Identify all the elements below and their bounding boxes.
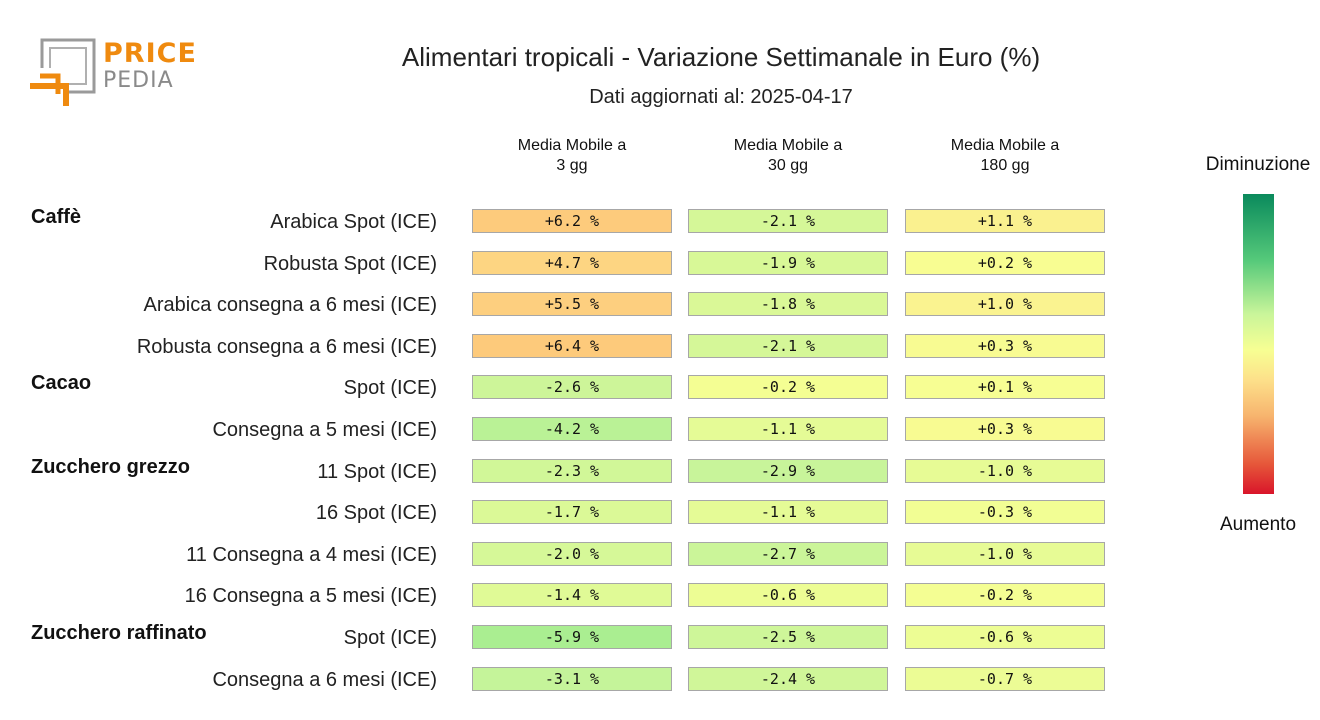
heatmap-cell: -1.7 % — [472, 500, 672, 525]
heatmap-cell: -2.1 % — [688, 209, 888, 233]
group-label: Cacao — [31, 372, 92, 395]
heatmap-cell: -0.7 % — [905, 666, 1105, 691]
logo-text-pedia: PEDIA — [103, 68, 174, 93]
heatmap-cell: +5.5 % — [472, 292, 672, 317]
heatmap-cell: -2.0 % — [472, 541, 672, 566]
row-label: 16 Spot (ICE) — [315, 502, 437, 525]
heatmap-cell: +1.0 % — [905, 292, 1105, 317]
logo-mark — [30, 38, 96, 106]
group-label: Caffè — [31, 206, 82, 228]
heatmap-cell: -2.3 % — [472, 458, 672, 483]
heatmap-cell: -1.1 % — [688, 500, 888, 525]
row-label: 11 Spot (ICE) — [317, 460, 437, 483]
heatmap-cell: +6.4 % — [472, 333, 672, 358]
heatmap-cell: -5.9 % — [472, 625, 672, 649]
legend-top-label: Diminuzione — [1205, 154, 1311, 175]
row-label: 16 Consegna a 5 mesi (ICE) — [184, 585, 437, 608]
heatmap-cell: -0.3 % — [905, 500, 1105, 525]
pricepedia-logo: PRICE PEDIA — [30, 38, 196, 110]
heatmap-cell: -3.1 % — [472, 666, 672, 691]
heatmap-cell: -1.4 % — [472, 583, 672, 608]
row-label: Consegna a 6 mesi (ICE) — [212, 668, 437, 691]
row-label: 11 Consegna a 4 mesi (ICE) — [186, 543, 437, 566]
row-label: Consegna a 5 mesi (ICE) — [212, 419, 437, 441]
heatmap-cell: -4.2 % — [472, 417, 672, 441]
heatmap-cell: +6.2 % — [472, 209, 672, 233]
row-label: Arabica consegna a 6 mesi (ICE) — [143, 294, 437, 317]
heatmap-cell: +0.3 % — [905, 417, 1105, 441]
heatmap-cell: -1.9 % — [688, 250, 888, 275]
heatmap-cell: -2.7 % — [688, 541, 888, 566]
heatmap-cell: -1.1 % — [688, 417, 888, 441]
logo-text-price: PRICE — [103, 38, 197, 69]
column-header: Media Mobile a 180 gg — [950, 137, 1060, 174]
heatmap-cell: -2.5 % — [688, 625, 888, 649]
group-label: Zucchero raffinato — [31, 622, 207, 644]
legend-color-bar — [1243, 194, 1274, 494]
heatmap-cell: -2.9 % — [688, 458, 888, 483]
heatmap-cell: +4.7 % — [472, 250, 672, 275]
row-label: Spot (ICE) — [343, 377, 437, 400]
heatmap-cell: -1.0 % — [905, 458, 1105, 483]
heatmap-cell: +0.1 % — [905, 375, 1105, 400]
chart-subtitle: Dati aggiornati al: 2025-04-17 — [589, 86, 853, 108]
heatmap-cell: -1.8 % — [688, 292, 888, 317]
heatmap-cell: -1.0 % — [905, 541, 1105, 566]
heatmap-cell: -2.4 % — [688, 666, 888, 691]
heatmap-cell: -0.2 % — [688, 375, 888, 400]
heatmap-cell: +1.1 % — [905, 209, 1105, 233]
heatmap-cell: +0.3 % — [905, 333, 1105, 358]
heatmap-cell: -0.2 % — [905, 583, 1105, 608]
heatmap-cell: -2.6 % — [472, 375, 672, 400]
row-label: Robusta Spot (ICE) — [263, 252, 437, 275]
group-label: Zucchero grezzo — [31, 455, 190, 478]
chart-title: Alimentari tropicali - Variazione Settim… — [401, 42, 1041, 72]
row-label: Spot (ICE) — [343, 627, 437, 649]
heatmap-cell: -0.6 % — [905, 625, 1105, 649]
heatmap-cell: -0.6 % — [688, 583, 888, 608]
legend-bottom-label: Aumento — [1219, 514, 1297, 535]
column-header: Media Mobile a 30 gg — [733, 137, 843, 174]
heatmap-cell: -2.1 % — [688, 333, 888, 358]
row-label: Robusta consegna a 6 mesi (ICE) — [136, 335, 437, 358]
heatmap-cell: +0.2 % — [905, 250, 1105, 275]
row-label: Arabica Spot (ICE) — [270, 211, 437, 233]
